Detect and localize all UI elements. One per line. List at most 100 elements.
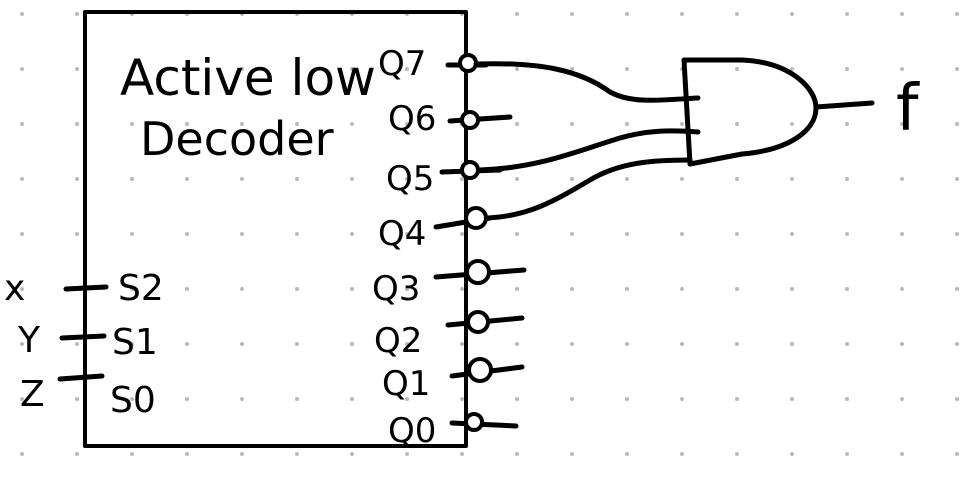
grid-dot	[240, 177, 244, 181]
grid-dot	[900, 232, 904, 236]
input-x: x S2	[4, 268, 164, 309]
grid-dot	[75, 342, 79, 346]
grid-dot	[240, 397, 244, 401]
block-title-line1: Active low	[120, 49, 376, 107]
inversion-bubble	[467, 357, 493, 383]
grid-dot	[75, 397, 79, 401]
grid-dot	[735, 287, 739, 291]
grid-dot	[350, 67, 354, 71]
grid-dot	[735, 452, 739, 456]
grid-dot	[625, 67, 629, 71]
grid-dot	[955, 452, 959, 456]
grid-dot	[955, 12, 959, 16]
grid-dot	[460, 397, 464, 401]
grid-dot	[75, 232, 79, 236]
input-wire	[57, 373, 105, 382]
inversion-bubble	[460, 110, 480, 130]
grid-dot	[735, 397, 739, 401]
output-q0: Q0	[388, 411, 519, 451]
grid-dot	[735, 232, 739, 236]
grid-dot	[735, 67, 739, 71]
grid-dot	[295, 232, 299, 236]
grid-dot	[460, 287, 464, 291]
grid-dot	[790, 232, 794, 236]
grid-dot	[900, 177, 904, 181]
inversion-bubble	[466, 310, 490, 334]
output-q3: Q3	[372, 259, 527, 309]
grid-dot	[900, 452, 904, 456]
grid-dot	[295, 177, 299, 181]
output-label: Q3	[372, 269, 420, 309]
grid-dot	[350, 287, 354, 291]
grid-dot	[570, 342, 574, 346]
grid-dot	[295, 342, 299, 346]
grid-dot	[20, 177, 24, 181]
grid-dot	[680, 342, 684, 346]
grid-dot	[185, 287, 189, 291]
grid-dot	[680, 452, 684, 456]
grid-dot	[845, 177, 849, 181]
output-stub	[447, 114, 513, 124]
grid-dot	[295, 452, 299, 456]
grid-dot	[790, 67, 794, 71]
grid-dot	[790, 452, 794, 456]
grid-dot	[735, 122, 739, 126]
grid-dot	[350, 232, 354, 236]
grid-dot	[790, 177, 794, 181]
grid-dot	[515, 67, 519, 71]
input-signal-label: Z	[20, 374, 45, 415]
input-signal-label: Y	[17, 320, 41, 361]
grid-dot	[625, 122, 629, 126]
grid-dot	[130, 397, 134, 401]
grid-dot	[625, 287, 629, 291]
grid-dot	[75, 122, 79, 126]
gate-output-label: f	[896, 72, 920, 146]
grid-dot	[75, 452, 79, 456]
input-pin-label: S2	[118, 268, 164, 309]
grid-dot	[75, 12, 79, 16]
grid-dot	[515, 452, 519, 456]
input-pin-label: S0	[110, 380, 156, 421]
grid-dot	[350, 177, 354, 181]
grid-dot	[240, 67, 244, 71]
grid-dot	[185, 397, 189, 401]
grid-dot	[900, 397, 904, 401]
grid-dot	[625, 452, 629, 456]
grid-dot	[570, 287, 574, 291]
output-q5: Q5	[386, 159, 503, 199]
grid-dot	[240, 232, 244, 236]
grid-dot	[20, 67, 24, 71]
output-label: Q5	[386, 159, 434, 199]
grid-dot	[790, 287, 794, 291]
grid-dot	[350, 342, 354, 346]
grid-dot	[680, 122, 684, 126]
grid-dot	[20, 122, 24, 126]
grid-dot	[460, 232, 464, 236]
grid-dot	[405, 452, 409, 456]
grid-dot	[515, 177, 519, 181]
grid-dot	[130, 67, 134, 71]
grid-dot	[845, 287, 849, 291]
input-signal-label: x	[4, 268, 25, 309]
output-label: Q0	[388, 411, 436, 451]
grid-dot	[240, 287, 244, 291]
grid-dot	[20, 12, 24, 16]
grid-dot	[900, 342, 904, 346]
input-pin-label: S1	[112, 322, 158, 363]
grid-dot	[955, 397, 959, 401]
grid-dot	[405, 177, 409, 181]
grid-dot	[20, 452, 24, 456]
grid-dot	[20, 342, 24, 346]
grid-dot	[460, 342, 464, 346]
grid-dot	[20, 232, 24, 236]
inversion-bubble	[465, 259, 491, 285]
input-wire	[63, 284, 109, 292]
grid-dot	[790, 397, 794, 401]
grid-dot	[295, 122, 299, 126]
grid-dot	[295, 67, 299, 71]
output-label: Q6	[388, 99, 436, 139]
grid-dot	[295, 287, 299, 291]
grid-dot	[900, 287, 904, 291]
grid-dot	[515, 342, 519, 346]
grid-dot	[845, 12, 849, 16]
